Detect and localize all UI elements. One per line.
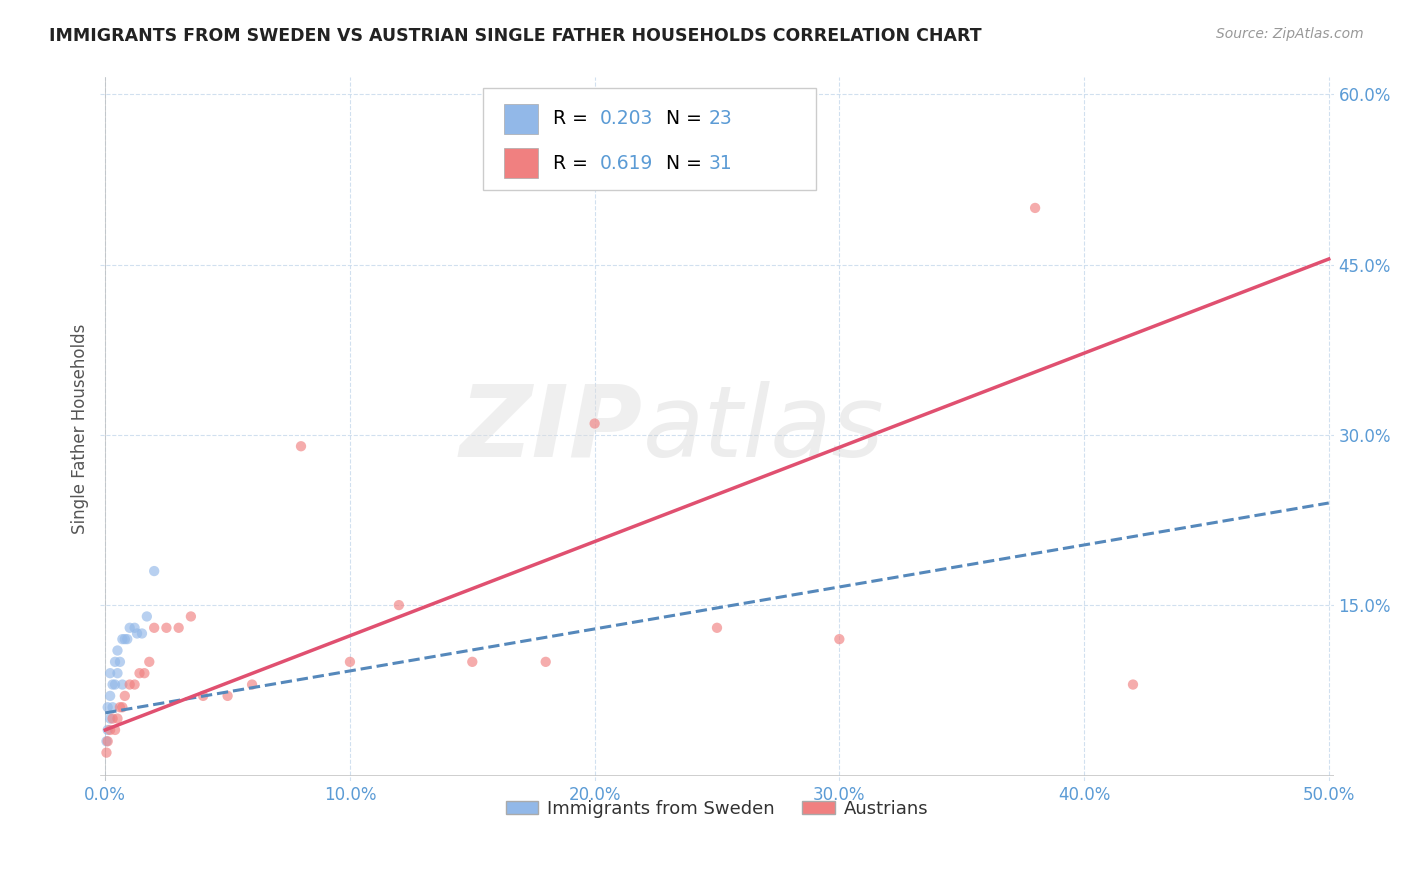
- Point: [240, 677, 263, 691]
- Point: [125, 626, 148, 640]
- Point: [339, 655, 361, 669]
- Text: N =: N =: [654, 110, 709, 128]
- Point: [534, 655, 557, 669]
- Text: 23: 23: [709, 110, 733, 128]
- Point: [706, 621, 728, 635]
- Point: [107, 712, 129, 726]
- Point: [97, 723, 120, 737]
- Text: R =: R =: [553, 153, 600, 173]
- Point: [191, 689, 214, 703]
- Point: [117, 632, 139, 647]
- Point: [128, 666, 150, 681]
- Text: 0.619: 0.619: [600, 153, 654, 173]
- Point: [124, 677, 146, 691]
- Point: [143, 621, 166, 635]
- Point: [167, 621, 190, 635]
- Point: [114, 632, 136, 647]
- Point: [111, 700, 134, 714]
- Point: [461, 655, 484, 669]
- Point: [104, 723, 127, 737]
- Point: [111, 632, 134, 647]
- Point: [118, 677, 141, 691]
- Point: [107, 666, 129, 681]
- Point: [1122, 677, 1144, 691]
- Point: [98, 689, 121, 703]
- Text: 31: 31: [709, 153, 733, 173]
- Text: ZIP: ZIP: [460, 381, 643, 478]
- Text: N =: N =: [654, 153, 709, 173]
- Point: [828, 632, 851, 647]
- Point: [388, 598, 411, 612]
- Point: [98, 723, 121, 737]
- Point: [108, 655, 131, 669]
- Point: [131, 626, 153, 640]
- Legend: Immigrants from Sweden, Austrians: Immigrants from Sweden, Austrians: [499, 792, 935, 825]
- Point: [118, 621, 141, 635]
- Point: [96, 734, 118, 748]
- Point: [180, 609, 202, 624]
- Point: [104, 677, 127, 691]
- Point: [114, 689, 136, 703]
- Point: [138, 655, 160, 669]
- Point: [107, 643, 129, 657]
- Point: [101, 712, 124, 726]
- Point: [97, 734, 120, 748]
- Point: [1024, 201, 1046, 215]
- Point: [98, 666, 121, 681]
- Point: [143, 564, 166, 578]
- Text: Source: ZipAtlas.com: Source: ZipAtlas.com: [1216, 27, 1364, 41]
- Point: [134, 666, 156, 681]
- Point: [98, 712, 121, 726]
- Text: R =: R =: [553, 110, 593, 128]
- Point: [101, 677, 124, 691]
- Point: [104, 655, 127, 669]
- Text: 0.203: 0.203: [600, 110, 654, 128]
- Point: [108, 700, 131, 714]
- Point: [124, 621, 146, 635]
- Y-axis label: Single Father Households: Single Father Households: [72, 324, 89, 534]
- Text: IMMIGRANTS FROM SWEDEN VS AUSTRIAN SINGLE FATHER HOUSEHOLDS CORRELATION CHART: IMMIGRANTS FROM SWEDEN VS AUSTRIAN SINGL…: [49, 27, 981, 45]
- Point: [97, 700, 120, 714]
- Point: [135, 609, 157, 624]
- Point: [217, 689, 239, 703]
- Point: [583, 417, 606, 431]
- Point: [111, 677, 134, 691]
- Point: [155, 621, 177, 635]
- Point: [96, 746, 118, 760]
- Text: atlas: atlas: [643, 381, 884, 478]
- Point: [290, 439, 312, 453]
- FancyBboxPatch shape: [503, 148, 538, 178]
- FancyBboxPatch shape: [482, 88, 815, 190]
- FancyBboxPatch shape: [503, 104, 538, 134]
- Point: [101, 700, 124, 714]
